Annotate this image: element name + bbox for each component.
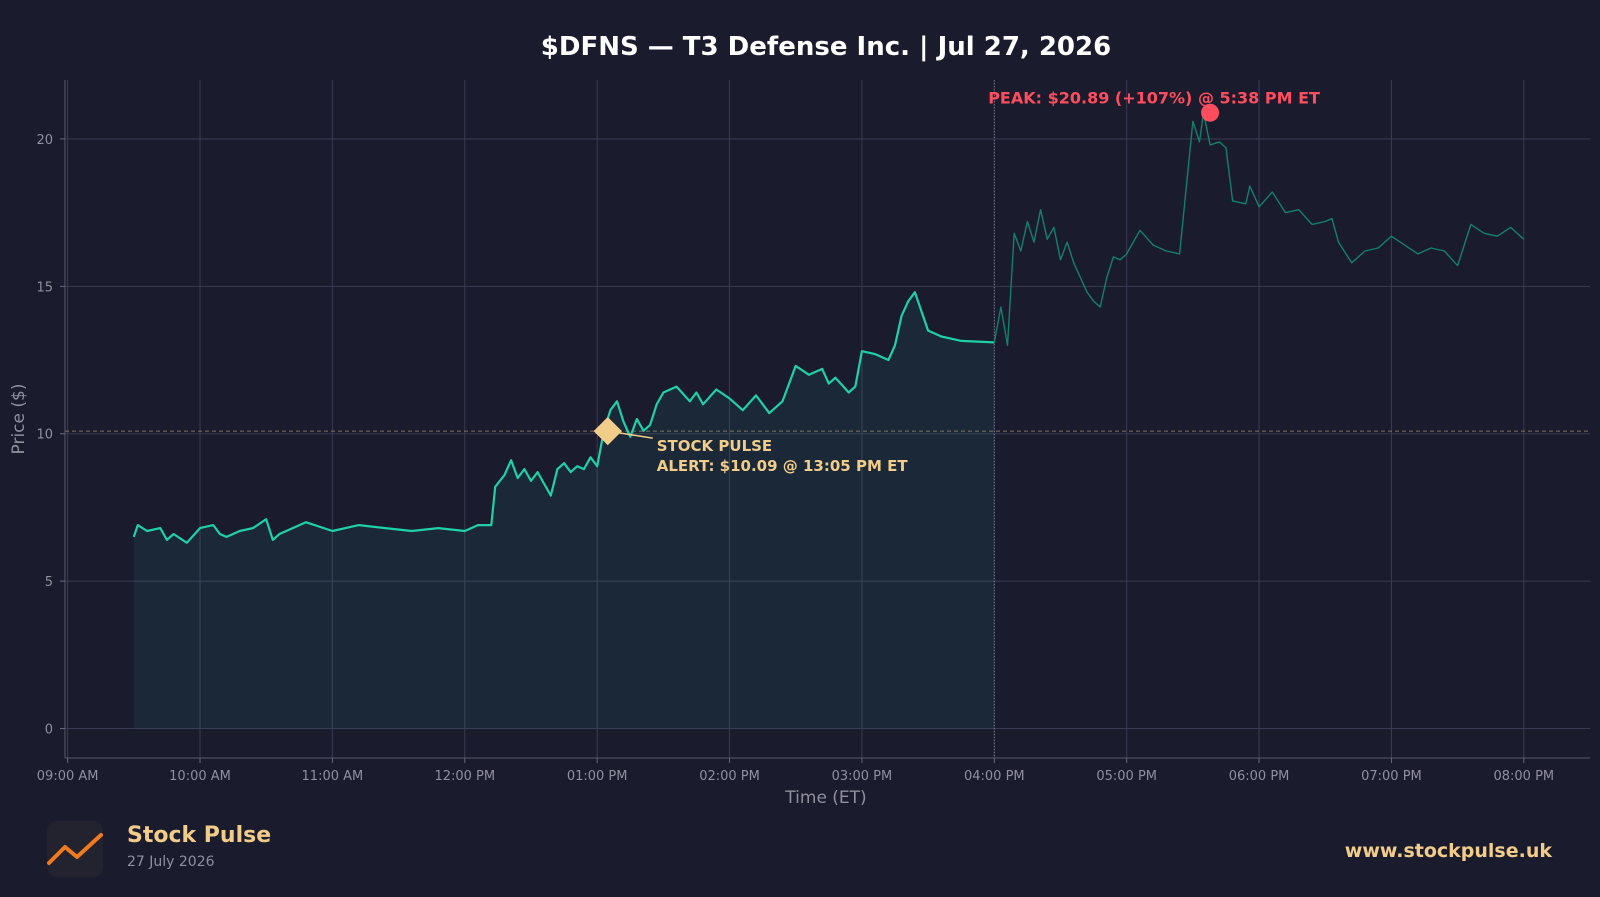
axes: 09:00 AM 10:00 AM 11:00 AM 12:00 PM 01:00 PM… — [36, 80, 1590, 784]
grid — [65, 80, 1590, 758]
y-tick-label: 15 — [36, 280, 53, 295]
brand-name: Stock Pulse — [127, 823, 272, 848]
trend-line-icon — [47, 833, 103, 865]
x-tick-label: 10:00 AM — [169, 769, 231, 784]
area-fill — [133, 292, 995, 729]
brand-logo — [47, 821, 103, 877]
brand-date: 27 July 2026 — [127, 854, 215, 870]
regular-session-area — [133, 292, 995, 729]
website-link[interactable]: www.stockpulse.uk — [1344, 840, 1552, 862]
x-tick-label: 12:00 PM — [434, 769, 495, 784]
x-tick-label: 09:00 AM — [37, 769, 99, 784]
after-hours-line — [993, 112, 1525, 346]
reference-lines — [65, 80, 1590, 758]
x-tick-label: 11:00 AM — [302, 769, 364, 784]
x-tick-label: 07:00 PM — [1361, 769, 1422, 784]
x-tick-label: 02:00 PM — [699, 769, 760, 784]
peak-label: PEAK: $20.89 (+107%) @ 5:38 PM ET — [988, 89, 1320, 108]
alert-label-line2: ALERT: $10.09 @ 13:05 PM ET — [657, 457, 909, 475]
y-tick-label: 10 — [36, 428, 53, 443]
y-tick-label: 20 — [36, 133, 53, 148]
markers: STOCK PULSE ALERT: $10.09 @ 13:05 PM ET PE… — [593, 89, 1320, 475]
y-tick-label: 0 — [45, 723, 53, 738]
x-axis-label: Time (ET) — [784, 788, 866, 808]
peak-marker — [1201, 103, 1220, 122]
x-tick-label: 05:00 PM — [1096, 769, 1157, 784]
y-axis-label: Price ($) — [9, 384, 29, 455]
x-tick-label: 08:00 PM — [1493, 769, 1554, 784]
x-tick-label: 04:00 PM — [964, 769, 1025, 784]
regular-session-line — [132, 291, 995, 544]
alert-diamond-marker — [593, 416, 622, 446]
series-lines — [132, 112, 1525, 544]
chart-title: $DFNS — T3 Defense Inc. | Jul 27, 2026 — [541, 32, 1111, 62]
y-tick-label: 5 — [45, 575, 53, 590]
x-tick-label: 03:00 PM — [832, 769, 893, 784]
x-tick-label: 06:00 PM — [1229, 769, 1290, 784]
x-tick-label: 01:00 PM — [567, 769, 628, 784]
alert-label-line1: STOCK PULSE — [657, 437, 772, 455]
